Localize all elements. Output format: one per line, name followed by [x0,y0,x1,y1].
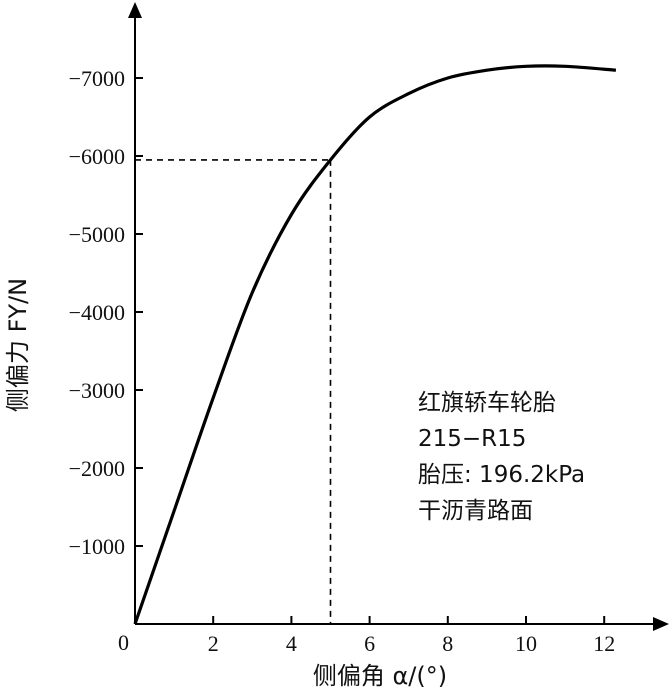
ticks [135,77,606,624]
origin-label: 0 [118,630,129,655]
x-tick-label: 12 [593,631,615,656]
y-tick-label: −4000 [69,300,125,325]
y-tick-label: −7000 [69,66,125,91]
y-tick-label: −1000 [69,534,125,559]
y-tick-label: −5000 [69,222,125,247]
x-tick-label: 4 [286,631,297,656]
y-tick-label: −2000 [69,456,125,481]
x-tick-label: 10 [515,631,537,656]
series-line [133,64,617,625]
x-axis-arrow [653,617,669,631]
marker-lines [135,159,332,624]
x-axis-title: 侧偏角 α/(°) [313,662,447,690]
x-tick-label: 8 [442,631,453,656]
annotation-line: 215−R15 [418,426,526,452]
tick-labels: 2 4 6 8 10 12 −1000 −2000 −3000 −4000 −5000 −6000 −7… [69,66,616,656]
annotation-block: 红旗轿车轮胎 215−R15 胎压: 196.2kPa 干沥青路面 [418,390,585,524]
annotation-line: 红旗轿车轮胎 [418,390,556,416]
axes [128,2,669,631]
y-tick-label: −3000 [69,378,125,403]
series-group [133,64,617,625]
x-tick-label: 6 [364,631,375,656]
y-tick-label: −6000 [69,144,125,169]
y-axis-arrow [128,2,142,18]
annotation-line: 胎压: 196.2kPa [418,462,585,488]
x-tick-label: 2 [208,631,219,656]
annotation-line: 干沥青路面 [418,498,533,524]
y-axis-title: 侧偏力 FY/N [4,278,32,412]
